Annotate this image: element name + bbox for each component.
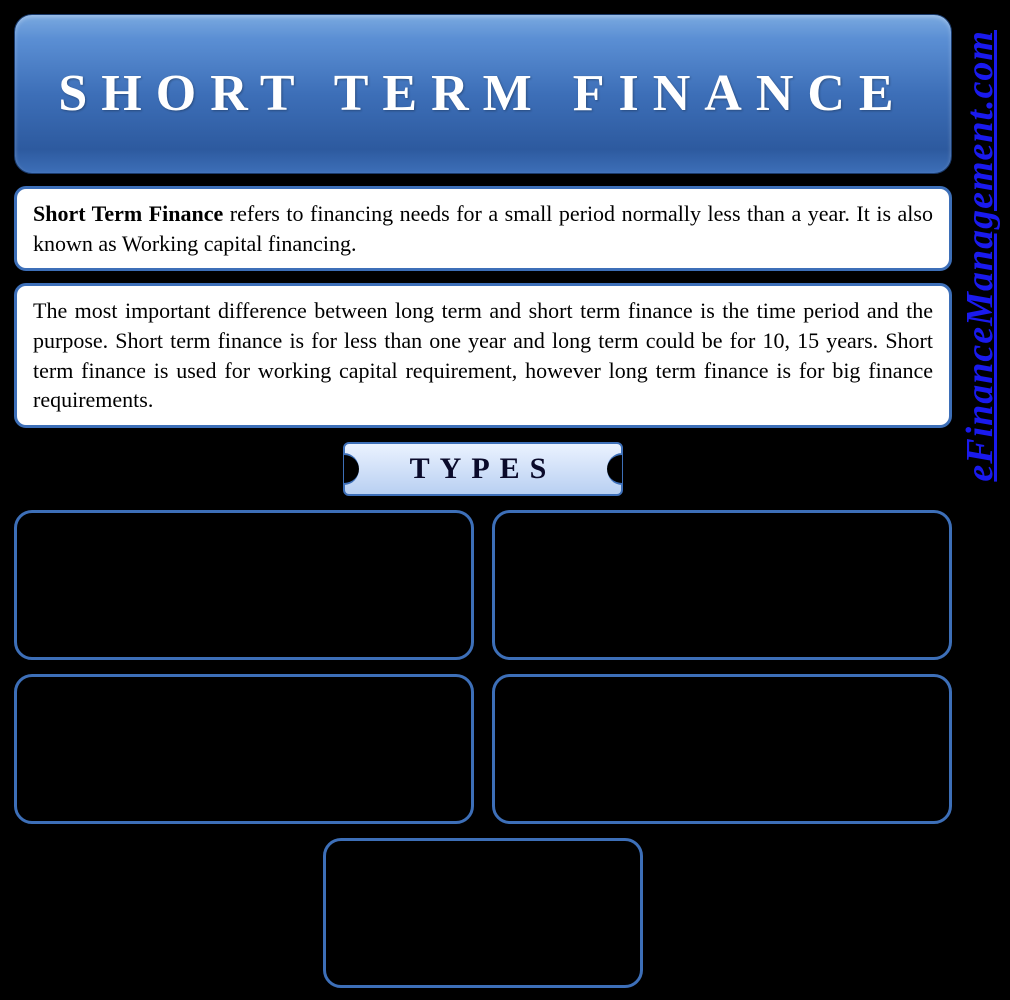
types-grid — [14, 510, 952, 988]
infographic-container: SHORT TERM FINANCE Short Term Finance re… — [14, 14, 952, 988]
card-row-3 — [14, 838, 952, 988]
type-card — [492, 510, 952, 660]
card-row-1 — [14, 510, 952, 660]
title-banner: SHORT TERM FINANCE — [14, 14, 952, 174]
watermark-text: eFinanceManagement.com — [958, 30, 1002, 482]
description-box-2: The most important difference between lo… — [14, 283, 952, 428]
type-card — [323, 838, 643, 988]
description-lead: Short Term Finance — [33, 201, 223, 226]
title-text: SHORT TERM FINANCE — [58, 60, 907, 128]
types-label: TYPES — [410, 452, 557, 486]
type-card — [14, 674, 474, 824]
description-box-1: Short Term Finance refers to financing n… — [14, 186, 952, 271]
types-badge: TYPES — [343, 442, 623, 496]
card-row-2 — [14, 674, 952, 824]
type-card — [492, 674, 952, 824]
type-card — [14, 510, 474, 660]
types-badge-wrap: TYPES — [14, 442, 952, 496]
watermark: eFinanceManagement.com — [956, 30, 1004, 970]
